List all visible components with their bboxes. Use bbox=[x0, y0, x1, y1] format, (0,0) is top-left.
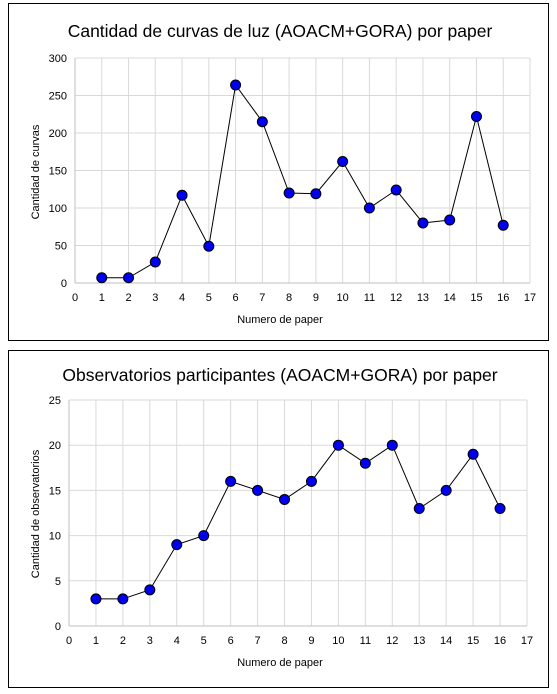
y-tick-label: 0 bbox=[55, 621, 61, 633]
series-line bbox=[101, 83, 504, 279]
x-tick-label: 16 bbox=[494, 635, 506, 647]
chart-curvas: Cantidad de curvas de luz (AOACM+GORA) p… bbox=[30, 21, 536, 326]
data-point bbox=[386, 439, 398, 451]
x-tick-label: 13 bbox=[417, 292, 429, 304]
data-point bbox=[117, 593, 129, 605]
chart-title: Observatorios participantes (AOACM+GORA)… bbox=[62, 365, 497, 385]
x-tick-label: 7 bbox=[255, 635, 261, 647]
data-point bbox=[225, 475, 237, 487]
y-tick-label: 20 bbox=[49, 440, 61, 452]
y-tick-label: 50 bbox=[55, 241, 67, 253]
chart-panel-observatorios: Observatorios participantes (AOACM+GORA)… bbox=[8, 350, 549, 688]
data-point bbox=[332, 439, 344, 451]
y-tick-label: 15 bbox=[49, 485, 61, 497]
y-tick-label: 0 bbox=[61, 278, 67, 290]
data-point bbox=[171, 539, 183, 551]
x-tick-label: 10 bbox=[337, 292, 349, 304]
x-tick-label: 0 bbox=[66, 635, 72, 647]
x-tick-label: 0 bbox=[72, 292, 78, 304]
data-point bbox=[470, 111, 482, 122]
x-tick-label: 17 bbox=[521, 635, 533, 647]
x-tick-label: 3 bbox=[147, 635, 153, 647]
x-tick-label: 8 bbox=[286, 292, 292, 304]
data-point bbox=[123, 272, 135, 284]
data-point bbox=[310, 188, 322, 200]
x-tick-label: 11 bbox=[364, 292, 375, 304]
x-tick-label: 4 bbox=[174, 635, 180, 647]
x-tick-label: 6 bbox=[233, 292, 239, 304]
data-point bbox=[230, 79, 242, 91]
data-point bbox=[279, 493, 291, 505]
data-point bbox=[252, 484, 264, 496]
x-axis-label: Numero de paper bbox=[237, 314, 323, 326]
x-tick-label: 16 bbox=[497, 292, 509, 304]
y-axis-label: Cantidad de curvas bbox=[30, 124, 42, 219]
x-tick-label: 5 bbox=[201, 635, 207, 647]
x-tick-label: 17 bbox=[524, 292, 536, 304]
data-point bbox=[90, 593, 102, 605]
x-tick-label: 15 bbox=[467, 635, 479, 647]
data-point bbox=[359, 457, 371, 469]
data-point bbox=[467, 448, 479, 460]
x-tick-label: 1 bbox=[99, 292, 105, 304]
x-tick-label: 2 bbox=[120, 635, 126, 647]
data-point bbox=[198, 530, 210, 542]
x-tick-label: 3 bbox=[152, 292, 158, 304]
data-point bbox=[494, 502, 506, 514]
series-line bbox=[95, 444, 501, 600]
data-point bbox=[305, 475, 317, 487]
data-point bbox=[417, 217, 429, 229]
x-tick-label: 14 bbox=[444, 292, 456, 304]
data-point bbox=[440, 484, 452, 496]
x-tick-label: 9 bbox=[308, 635, 314, 647]
y-tick-label: 10 bbox=[49, 531, 61, 543]
y-tick-label: 200 bbox=[49, 128, 67, 140]
x-tick-label: 4 bbox=[179, 292, 185, 304]
data-point bbox=[256, 116, 268, 128]
data-point bbox=[144, 584, 156, 596]
data-point bbox=[337, 156, 349, 167]
x-tick-label: 2 bbox=[125, 292, 131, 304]
x-axis-label: Numero de paper bbox=[237, 657, 323, 669]
y-tick-label: 100 bbox=[49, 203, 67, 215]
data-point bbox=[96, 272, 108, 284]
data-point bbox=[176, 189, 188, 201]
chart-observatorios: Observatorios participantes (AOACM+GORA)… bbox=[30, 365, 533, 669]
x-tick-label: 6 bbox=[228, 635, 234, 647]
y-tick-label: 25 bbox=[49, 395, 61, 407]
x-tick-label: 12 bbox=[390, 292, 402, 304]
data-point bbox=[363, 202, 375, 214]
chart-panel-curvas: Cantidad de curvas de luz (AOACM+GORA) p… bbox=[8, 3, 549, 341]
data-point bbox=[390, 184, 402, 196]
x-tick-label: 7 bbox=[259, 292, 265, 304]
y-tick-label: 300 bbox=[49, 53, 67, 65]
data-point bbox=[413, 502, 425, 514]
x-tick-label: 14 bbox=[440, 635, 452, 647]
x-tick-label: 8 bbox=[281, 635, 287, 647]
x-tick-label: 10 bbox=[332, 635, 344, 647]
x-tick-label: 11 bbox=[360, 635, 371, 647]
y-tick-label: 5 bbox=[55, 576, 61, 588]
data-point bbox=[497, 219, 509, 231]
data-point bbox=[283, 187, 295, 199]
x-tick-label: 15 bbox=[470, 292, 482, 304]
y-tick-label: 150 bbox=[49, 166, 67, 178]
y-axis-label: Cantidad de observatorios bbox=[30, 449, 42, 578]
data-point bbox=[444, 214, 456, 226]
x-tick-label: 5 bbox=[206, 292, 212, 304]
x-tick-label: 12 bbox=[386, 635, 398, 647]
x-tick-label: 13 bbox=[413, 635, 425, 647]
data-point bbox=[149, 256, 161, 268]
chart-title: Cantidad de curvas de luz (AOACM+GORA) p… bbox=[68, 21, 493, 41]
x-tick-label: 9 bbox=[313, 292, 319, 304]
y-tick-label: 250 bbox=[49, 91, 67, 103]
x-tick-label: 1 bbox=[93, 635, 99, 647]
data-point bbox=[203, 240, 215, 252]
